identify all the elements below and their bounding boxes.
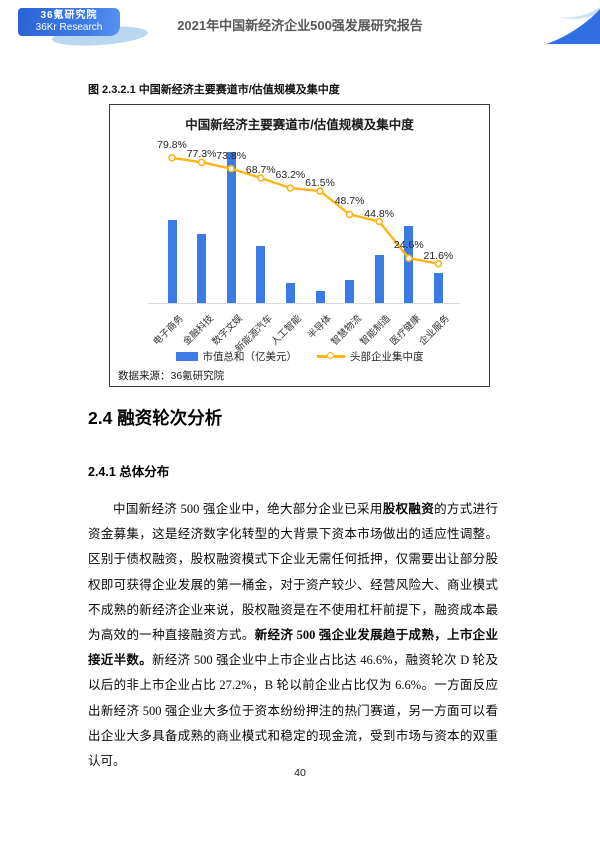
market-cap-bar bbox=[345, 280, 355, 303]
paragraph-segment: 的方式进行资金募集，这是经济数字化转型的大背景下资本市场做出的适应性调整。区别于… bbox=[88, 502, 498, 643]
corner-swoosh-decoration bbox=[546, 7, 600, 44]
brand-name-en: 36Kr Research bbox=[35, 22, 103, 33]
legend-item-line: 头部企业集中度 bbox=[317, 349, 424, 364]
paragraph-segment: 中国新经济 500 强企业中，绝大部分企业已采用 bbox=[113, 502, 383, 516]
brand-name-cn: 36氪研究院 bbox=[40, 10, 98, 21]
page-number: 40 bbox=[294, 767, 306, 779]
line-point-label: 21.6% bbox=[423, 249, 454, 262]
line-point-label: 63.2% bbox=[275, 169, 306, 181]
data-source-note: 数据来源：36氪研究院 bbox=[118, 370, 225, 382]
line-point-marker bbox=[375, 217, 384, 226]
paragraph-segment: 新经济 500 强企业中上市企业占比达 46.6%，融资轮次 D 轮及以后的非上… bbox=[88, 653, 498, 769]
brand-logo: 36氪研究院 36Kr Research bbox=[18, 8, 120, 36]
market-cap-bar bbox=[256, 246, 266, 303]
line-point-label: 73.8% bbox=[216, 149, 247, 162]
line-point-label: 44.8% bbox=[364, 207, 395, 220]
paragraph-segment-bold: 股权融资 bbox=[382, 502, 435, 516]
report-title: 2021年中国新经济企业500强发展研究报告 bbox=[177, 18, 423, 33]
line-point-label: 24.6% bbox=[393, 239, 424, 252]
chart: 中国新经济主要赛道市/估值规模及集中度 79.8% 77.3% 73.8% 68.7%… bbox=[109, 104, 490, 387]
line-point-label: 61.5% bbox=[305, 177, 335, 190]
line-point-label: 77.3% bbox=[186, 148, 217, 161]
line-point-marker bbox=[168, 153, 176, 162]
subsection-heading: 2.4.1 总体分布 bbox=[88, 465, 170, 479]
market-cap-bar bbox=[374, 255, 384, 303]
page-header: 36氪研究院 36Kr Research 2021年中国新经济企业500强发展研… bbox=[0, 0, 600, 56]
line-point-label: 68.7% bbox=[245, 164, 276, 176]
market-cap-bar bbox=[433, 273, 443, 303]
line-point-label: 79.8% bbox=[157, 138, 187, 151]
line-point-marker bbox=[227, 164, 235, 173]
chart-legend: 市值总和（亿美元） 头部企业集中度 bbox=[110, 349, 489, 364]
chart-title: 中国新经济主要赛道市/估值规模及集中度 bbox=[185, 118, 414, 132]
legend-label-line: 头部企业集中度 bbox=[350, 351, 424, 363]
line-point-marker bbox=[345, 210, 354, 219]
bar-swatch-icon bbox=[175, 352, 198, 361]
legend-item-bar: 市值总和（亿美元） bbox=[175, 349, 298, 364]
line-point-label: 48.7% bbox=[334, 195, 365, 208]
figure-caption: 图 2.3.2.1 中国新经济主要赛道市/估值规模及集中度 bbox=[88, 84, 340, 96]
market-cap-bar bbox=[404, 226, 414, 303]
line-swatch-icon bbox=[317, 352, 345, 361]
body-paragraph: 中国新经济 500 强企业中，绝大部分企业已采用股权融资的方式进行资金募集，这是… bbox=[88, 497, 498, 774]
market-cap-bar bbox=[315, 291, 325, 303]
line-point-marker bbox=[197, 158, 206, 167]
chart-plot-area: 79.8% 77.3% 73.8% 68.7% 63.2% 61.5% 48.7% 44.8%… bbox=[110, 105, 489, 386]
x-axis-line bbox=[148, 303, 460, 304]
line-point-marker bbox=[316, 187, 324, 195]
paragraph-segment-bold: 新经济 500 强企业发展趋于成熟，上市企业接近半数。 bbox=[88, 628, 498, 668]
line-point-marker bbox=[404, 254, 413, 262]
market-cap-bar bbox=[285, 283, 295, 303]
section-heading: 2.4 融资轮次分析 bbox=[88, 408, 223, 428]
market-cap-bar bbox=[197, 234, 207, 303]
line-point-marker bbox=[257, 174, 265, 182]
market-cap-bar bbox=[167, 220, 177, 303]
market-cap-bar bbox=[226, 152, 236, 303]
legend-label-bar: 市值总和（亿美元） bbox=[202, 351, 298, 363]
line-point-marker bbox=[434, 259, 443, 268]
concentration-line bbox=[168, 153, 443, 268]
line-point-marker bbox=[286, 184, 295, 192]
